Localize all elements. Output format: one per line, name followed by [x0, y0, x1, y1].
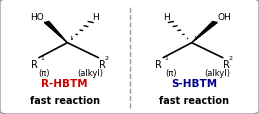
- Text: 1: 1: [69, 36, 73, 40]
- Text: 1: 1: [40, 55, 44, 60]
- Text: S-HBTM: S-HBTM: [171, 78, 217, 88]
- Text: R: R: [31, 59, 38, 69]
- Text: fast reaction: fast reaction: [159, 95, 229, 105]
- Text: (π): (π): [165, 68, 177, 77]
- Text: 2: 2: [104, 55, 108, 60]
- Text: 1: 1: [164, 55, 168, 60]
- Text: H: H: [163, 13, 170, 22]
- Text: (π): (π): [38, 68, 50, 77]
- Text: HO: HO: [30, 13, 44, 22]
- Text: (alkyl): (alkyl): [205, 68, 231, 77]
- Text: R: R: [155, 59, 162, 69]
- Text: R: R: [99, 59, 106, 69]
- Text: (alkyl): (alkyl): [78, 68, 104, 77]
- Text: 2: 2: [228, 55, 232, 60]
- Text: H: H: [92, 13, 99, 22]
- Polygon shape: [44, 22, 67, 43]
- Text: OH: OH: [218, 13, 231, 22]
- Text: 1: 1: [194, 36, 197, 40]
- Text: fast reaction: fast reaction: [30, 95, 100, 105]
- Text: R: R: [223, 59, 230, 69]
- Polygon shape: [192, 22, 217, 43]
- Text: R-HBTM: R-HBTM: [41, 78, 88, 88]
